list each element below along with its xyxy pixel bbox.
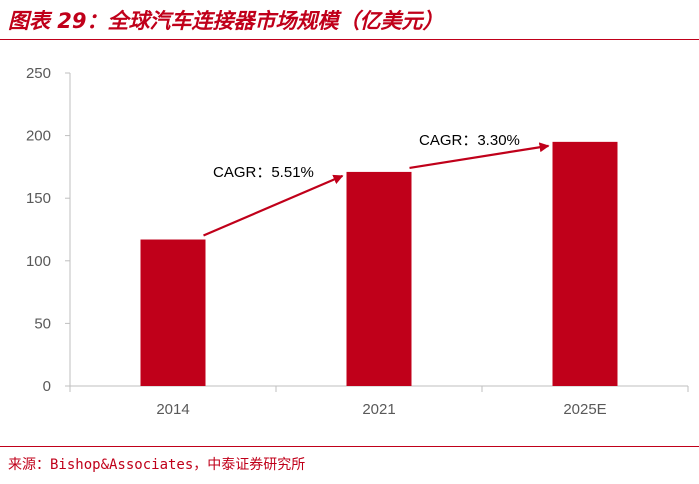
y-axis: 0 50 100 150 200 250	[26, 65, 71, 395]
y-tick-label: 250	[26, 65, 51, 82]
cagr-label: CAGR：3.30%	[419, 132, 520, 149]
x-tick-label: 2025E	[563, 401, 606, 418]
bar-2021	[346, 171, 412, 386]
source-divider	[0, 446, 699, 447]
x-tick-label: 2014	[156, 401, 189, 418]
x-axis: 2014 2021 2025E	[69, 385, 689, 418]
bar-2014	[140, 239, 206, 386]
x-tick-label: 2021	[362, 401, 395, 418]
y-tick-label: 200	[26, 128, 51, 145]
source-note: 来源：Bishop&Associates，中泰证券研究所	[8, 457, 306, 473]
cagr-arrow	[409, 142, 550, 169]
bar-chart: 0 50 100 150 200 250 2014 2021 2025E CAGR：5.51%…	[26, 65, 689, 418]
title-divider	[0, 39, 699, 40]
figure-title: 图表 29：全球汽车连接器市场规模（亿美元）	[8, 9, 444, 33]
y-tick-label: 150	[26, 190, 51, 207]
cagr-annotations: CAGR：5.51% CAGR：3.30%	[203, 132, 550, 237]
bars	[140, 141, 618, 386]
y-tick-label: 50	[34, 315, 51, 332]
y-tick-label: 100	[26, 253, 51, 270]
cagr-label: CAGR：5.51%	[213, 164, 314, 181]
bar-2025E	[552, 141, 618, 386]
y-tick-label: 0	[43, 378, 51, 395]
cagr-arrow	[203, 174, 344, 237]
